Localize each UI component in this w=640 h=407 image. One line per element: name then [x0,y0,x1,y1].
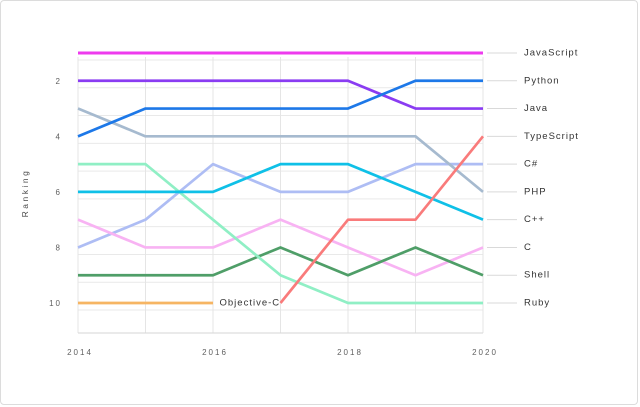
x-axis-tick-label: 2014 [67,348,93,357]
inline-series-label-objective-c: Objective-C [220,298,281,309]
series-line-java [78,79,483,110]
y-axis-tick-label: 6 [56,188,62,197]
x-axis-tick-label: 2018 [337,348,363,357]
series-line-c- [78,162,484,221]
series-line-c- [77,162,483,249]
series-label-typescript: TypeScript [524,131,579,142]
series-label-c-: C# [524,159,538,170]
series-line-php [77,107,484,193]
series-line-python [77,79,483,138]
series-label-php: PHP [524,186,547,197]
x-axis-tick-label: 2020 [472,348,498,357]
y-axis-tick-label: 4 [56,132,62,141]
series-label-java: Java [524,103,548,114]
y-axis-tick-label: 8 [56,243,62,252]
series-line-ruby [78,162,483,305]
series-line-typescript [279,135,485,304]
y-axis-title: Ranking [20,169,30,218]
series-line-c [77,218,484,277]
series-label-c-: C++ [524,214,545,225]
y-axis-tick-label: 10 [49,299,62,308]
series-line-shell [78,246,484,277]
series-label-ruby: Ruby [524,298,550,309]
series-label-python: Python [524,75,560,86]
series-label-shell: Shell [524,270,550,281]
series-label-javascript: JavaScript [524,48,578,59]
series-label-c: C [524,242,532,253]
x-axis-tick-label: 2016 [202,348,228,357]
y-axis-tick-label: 2 [56,77,62,86]
